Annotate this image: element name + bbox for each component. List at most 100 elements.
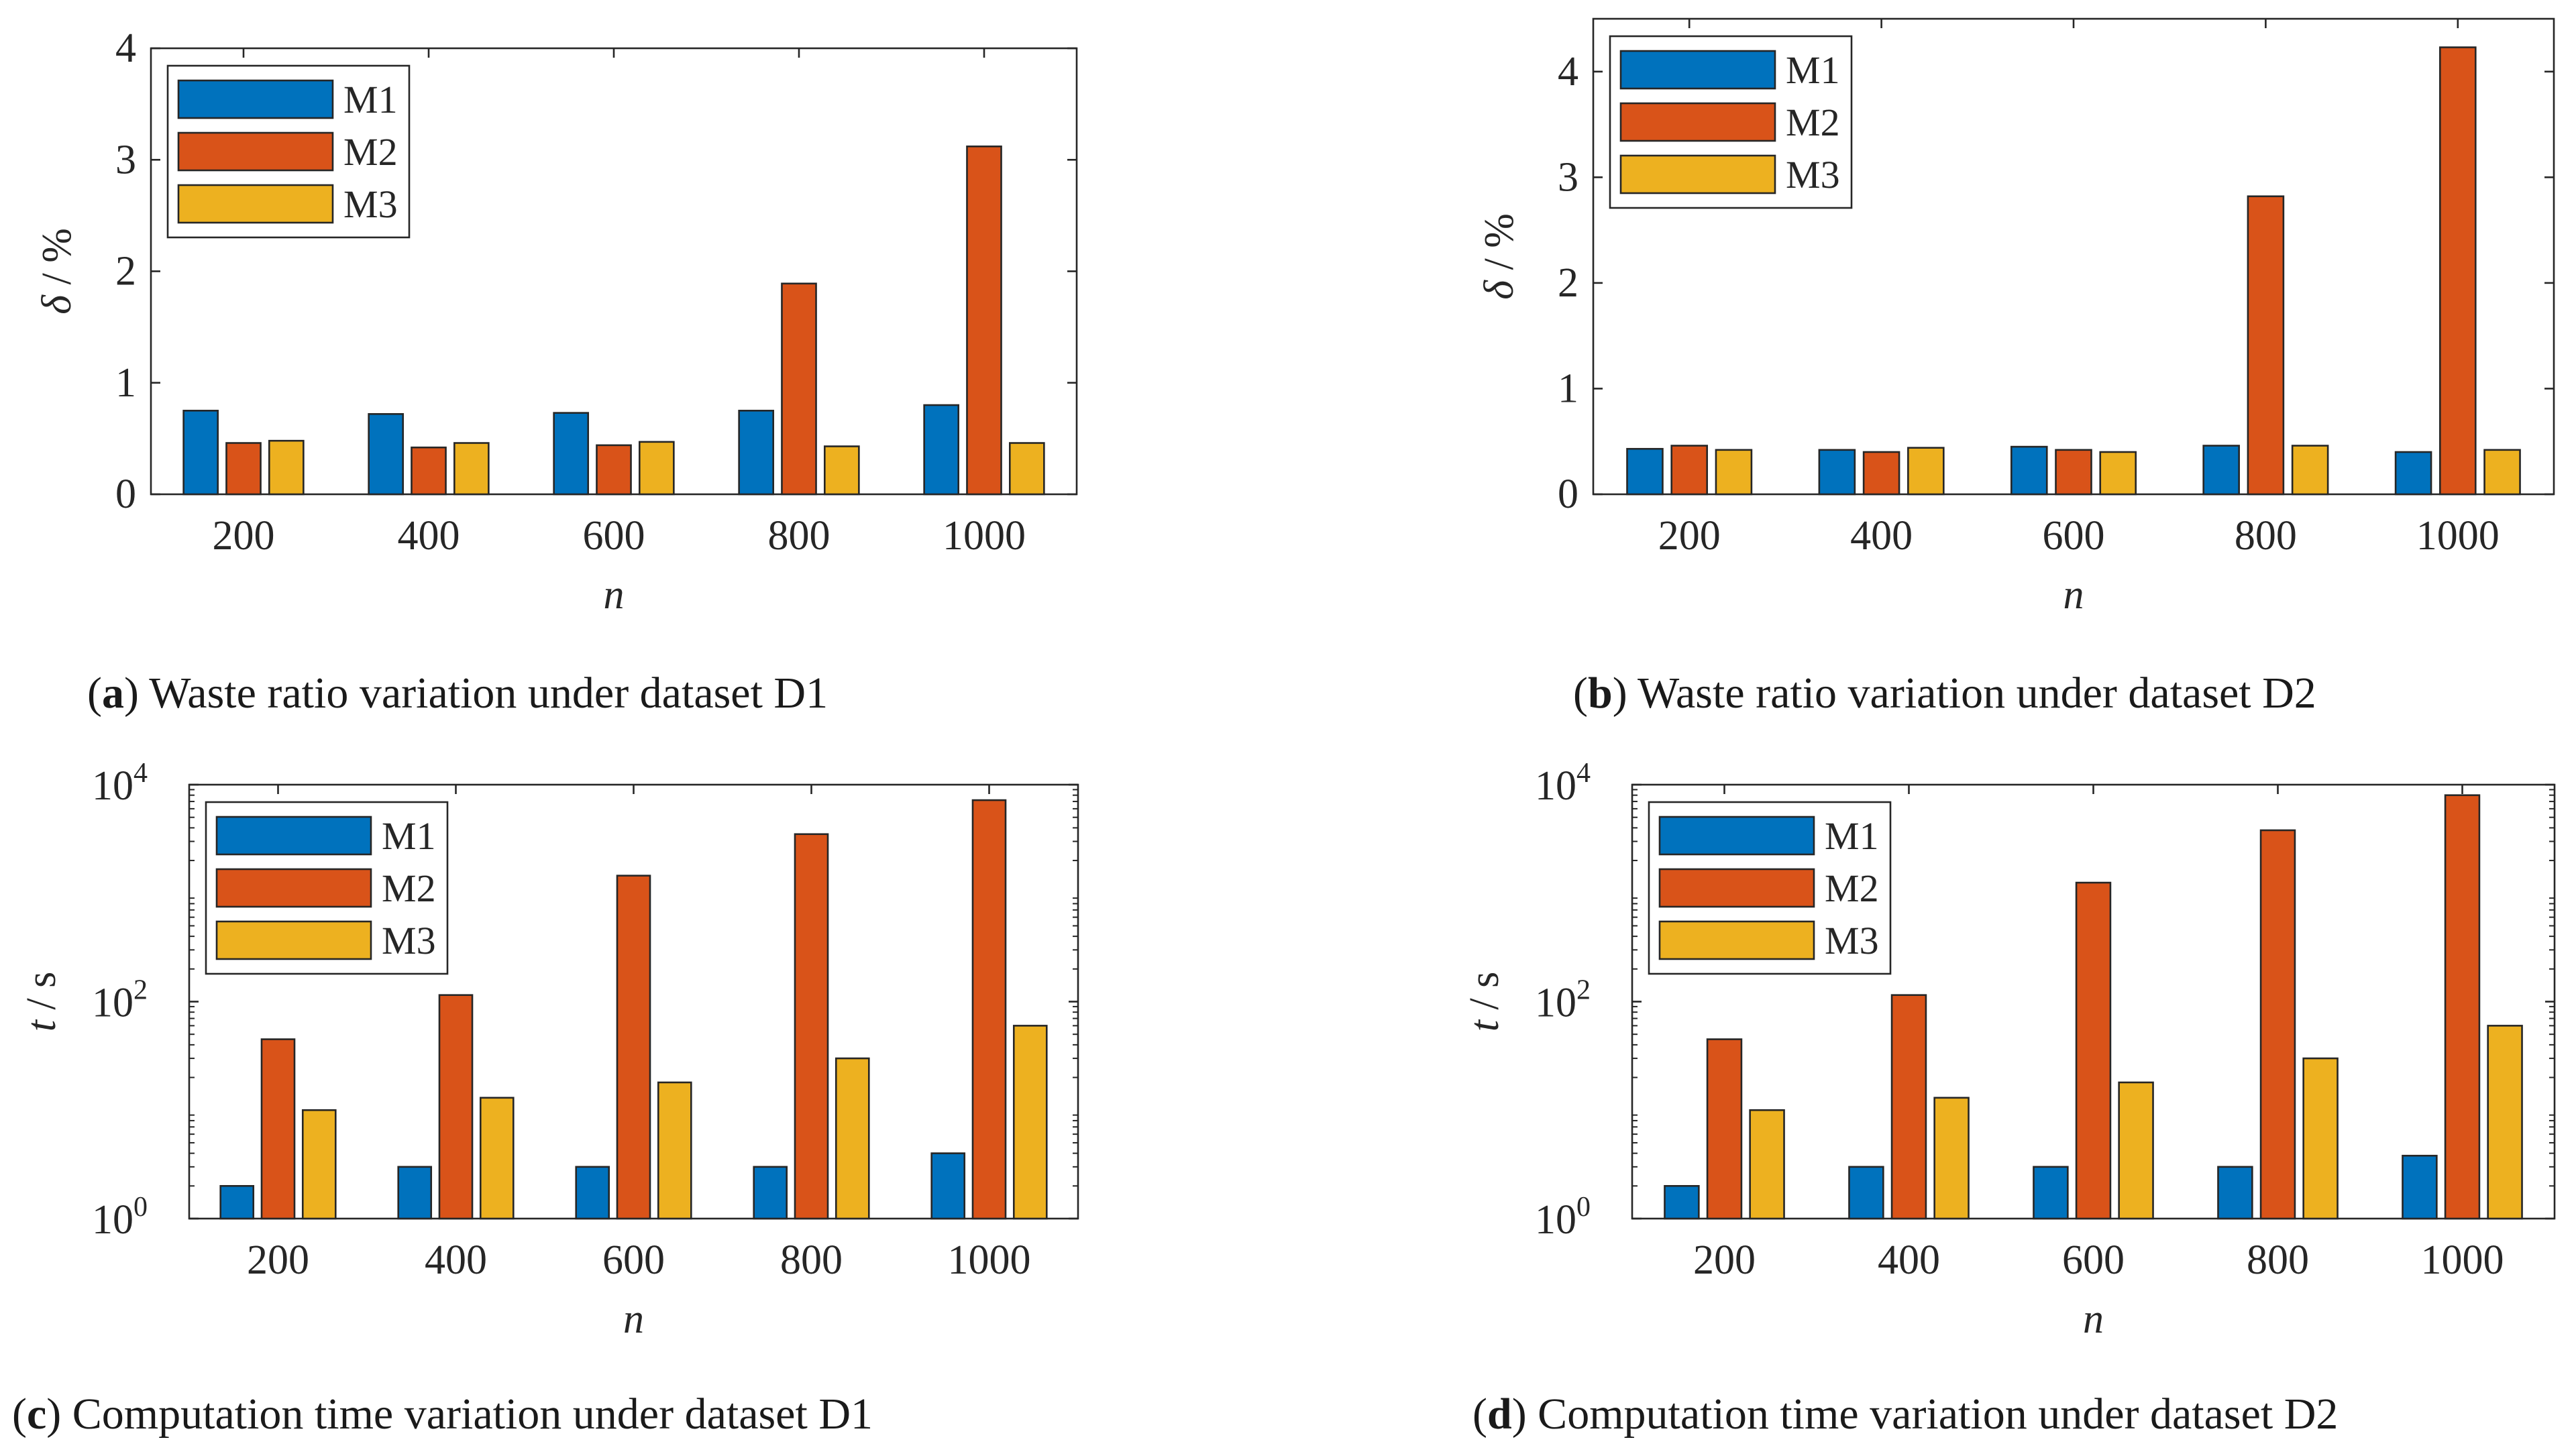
bar-m2 xyxy=(2444,794,2481,1220)
x-tick-label: 400 xyxy=(1878,1237,1940,1283)
caption-open-paren: ( xyxy=(1472,1390,1487,1439)
panel-caption: (d) Computation time variation under dat… xyxy=(1472,1390,2338,1439)
bar-m3 xyxy=(638,441,675,496)
x-tick-label: 1000 xyxy=(2421,1237,2504,1283)
legend-label-m3: M3 xyxy=(1786,153,1840,197)
y-tick-label: 2 xyxy=(115,249,136,294)
y-tick-label: 4 xyxy=(115,25,136,71)
legend-swatch-m2 xyxy=(215,868,372,908)
legend-swatch-m3 xyxy=(177,184,334,224)
bar-m2 xyxy=(260,1038,296,1220)
x-axis-label: n xyxy=(2083,1296,2104,1342)
x-tick-label: 800 xyxy=(780,1237,843,1283)
panel-caption: (c) Computation time variation under dat… xyxy=(12,1390,873,1439)
bar-m3 xyxy=(268,439,305,496)
bar-m3 xyxy=(2302,1057,2339,1220)
y-axis-symbol: δ xyxy=(1477,280,1522,300)
x-tick-label: 800 xyxy=(768,513,830,559)
panel-caption: (a) Waste ratio variation under dataset … xyxy=(87,669,828,718)
x-axis-label: n xyxy=(623,1296,644,1342)
y-tick-label: 2 xyxy=(1558,260,1578,306)
caption-letter: c xyxy=(27,1390,46,1439)
x-axis-label: n xyxy=(2063,572,2084,618)
bar-m3 xyxy=(2483,449,2521,496)
y-axis-unit: / s xyxy=(1462,972,1507,1020)
bar-m2 xyxy=(596,444,632,496)
bar-m2 xyxy=(966,146,1002,496)
y-axis-unit: / % xyxy=(1477,213,1522,280)
legend-label-m2: M2 xyxy=(343,130,398,174)
legend-swatch-m2 xyxy=(177,131,334,172)
legend-label-m1: M1 xyxy=(382,814,436,858)
bar-m3 xyxy=(2291,445,2329,496)
caption-text: ) Waste ratio variation under dataset D1 xyxy=(124,669,828,718)
x-tick-label: 1000 xyxy=(2416,513,2500,559)
bar-m2 xyxy=(1862,451,1900,496)
y-tick-label: 104 xyxy=(1535,758,1591,809)
x-tick-label: 600 xyxy=(2062,1237,2125,1283)
bar-m2 xyxy=(411,446,447,496)
bar-m3 xyxy=(2099,451,2137,496)
bar-m3 xyxy=(2118,1081,2154,1220)
caption-letter: d xyxy=(1487,1390,1512,1439)
x-tick-label: 200 xyxy=(1658,513,1721,559)
y-tick-exponent: 0 xyxy=(1576,1192,1591,1223)
x-tick-label: 800 xyxy=(2247,1237,2309,1283)
y-tick-exponent: 2 xyxy=(133,975,148,1006)
y-tick-exponent: 0 xyxy=(133,1192,148,1223)
y-tick-label: 3 xyxy=(1558,154,1578,200)
legend-swatch-m1 xyxy=(215,816,372,856)
legend-swatch-m2 xyxy=(1658,868,1815,908)
bar-m2 xyxy=(2075,881,2112,1220)
bar-m1 xyxy=(368,412,405,496)
bar-m2 xyxy=(2259,829,2296,1220)
bar-m3 xyxy=(479,1097,515,1220)
x-tick-label: 200 xyxy=(247,1237,309,1283)
y-axis-label: δ / % xyxy=(1477,213,1522,300)
bar-m2 xyxy=(2055,449,2092,496)
legend-swatch-m2 xyxy=(1619,102,1776,142)
bar-m2 xyxy=(781,282,817,496)
x-tick-label: 600 xyxy=(583,513,645,559)
y-tick-base: 10 xyxy=(1535,763,1576,809)
bar-m1 xyxy=(575,1166,610,1220)
x-tick-label: 400 xyxy=(425,1237,487,1283)
bar-m1 xyxy=(182,410,219,496)
y-tick-base: 10 xyxy=(92,1197,133,1243)
chart-panel-a: 0 1 2 3 4 200 400 600 800 1000 M1 M2 M3 n δ / % (a) Was… xyxy=(34,25,1078,718)
x-tick-label: 200 xyxy=(213,513,275,559)
bar-m1 xyxy=(2394,451,2432,496)
bar-m2 xyxy=(2439,46,2477,496)
bar-m3 xyxy=(1012,1025,1048,1220)
caption-open-paren: ( xyxy=(87,669,102,718)
bar-m3 xyxy=(1749,1109,1785,1220)
caption-text: ) Computation time variation under datas… xyxy=(1512,1390,2339,1439)
legend-label-m3: M3 xyxy=(1825,919,1879,962)
bar-m3 xyxy=(301,1109,337,1220)
bar-m2 xyxy=(438,994,474,1220)
bar-m2 xyxy=(1706,1038,1743,1220)
y-tick-exponent: 2 xyxy=(1576,975,1591,1006)
bar-m3 xyxy=(1008,442,1045,496)
y-tick-base: 10 xyxy=(1535,981,1576,1026)
y-axis-label: δ / % xyxy=(34,228,80,315)
y-axis-unit: / % xyxy=(34,228,80,295)
bar-m2 xyxy=(616,875,651,1220)
bar-m1 xyxy=(553,412,590,496)
y-tick-label: 100 xyxy=(1535,1192,1591,1243)
y-tick-label: 3 xyxy=(115,137,136,182)
bar-m1 xyxy=(1664,1185,1700,1220)
legend-label-m3: M3 xyxy=(343,182,398,226)
caption-open-paren: ( xyxy=(1573,669,1588,718)
y-tick-label: 0 xyxy=(115,471,136,517)
bar-m1 xyxy=(2010,445,2048,496)
chart-panel-b: 0 1 2 3 4 200 400 600 800 1000 M1 M2 M3 n δ / % (b) Was… xyxy=(1477,17,2555,718)
caption-letter: a xyxy=(102,669,124,718)
bar-m2 xyxy=(225,442,262,496)
bar-m3 xyxy=(453,442,490,496)
y-tick-label: 100 xyxy=(92,1192,148,1243)
y-tick-exponent: 4 xyxy=(1576,758,1591,789)
bar-m1 xyxy=(2217,1166,2253,1220)
